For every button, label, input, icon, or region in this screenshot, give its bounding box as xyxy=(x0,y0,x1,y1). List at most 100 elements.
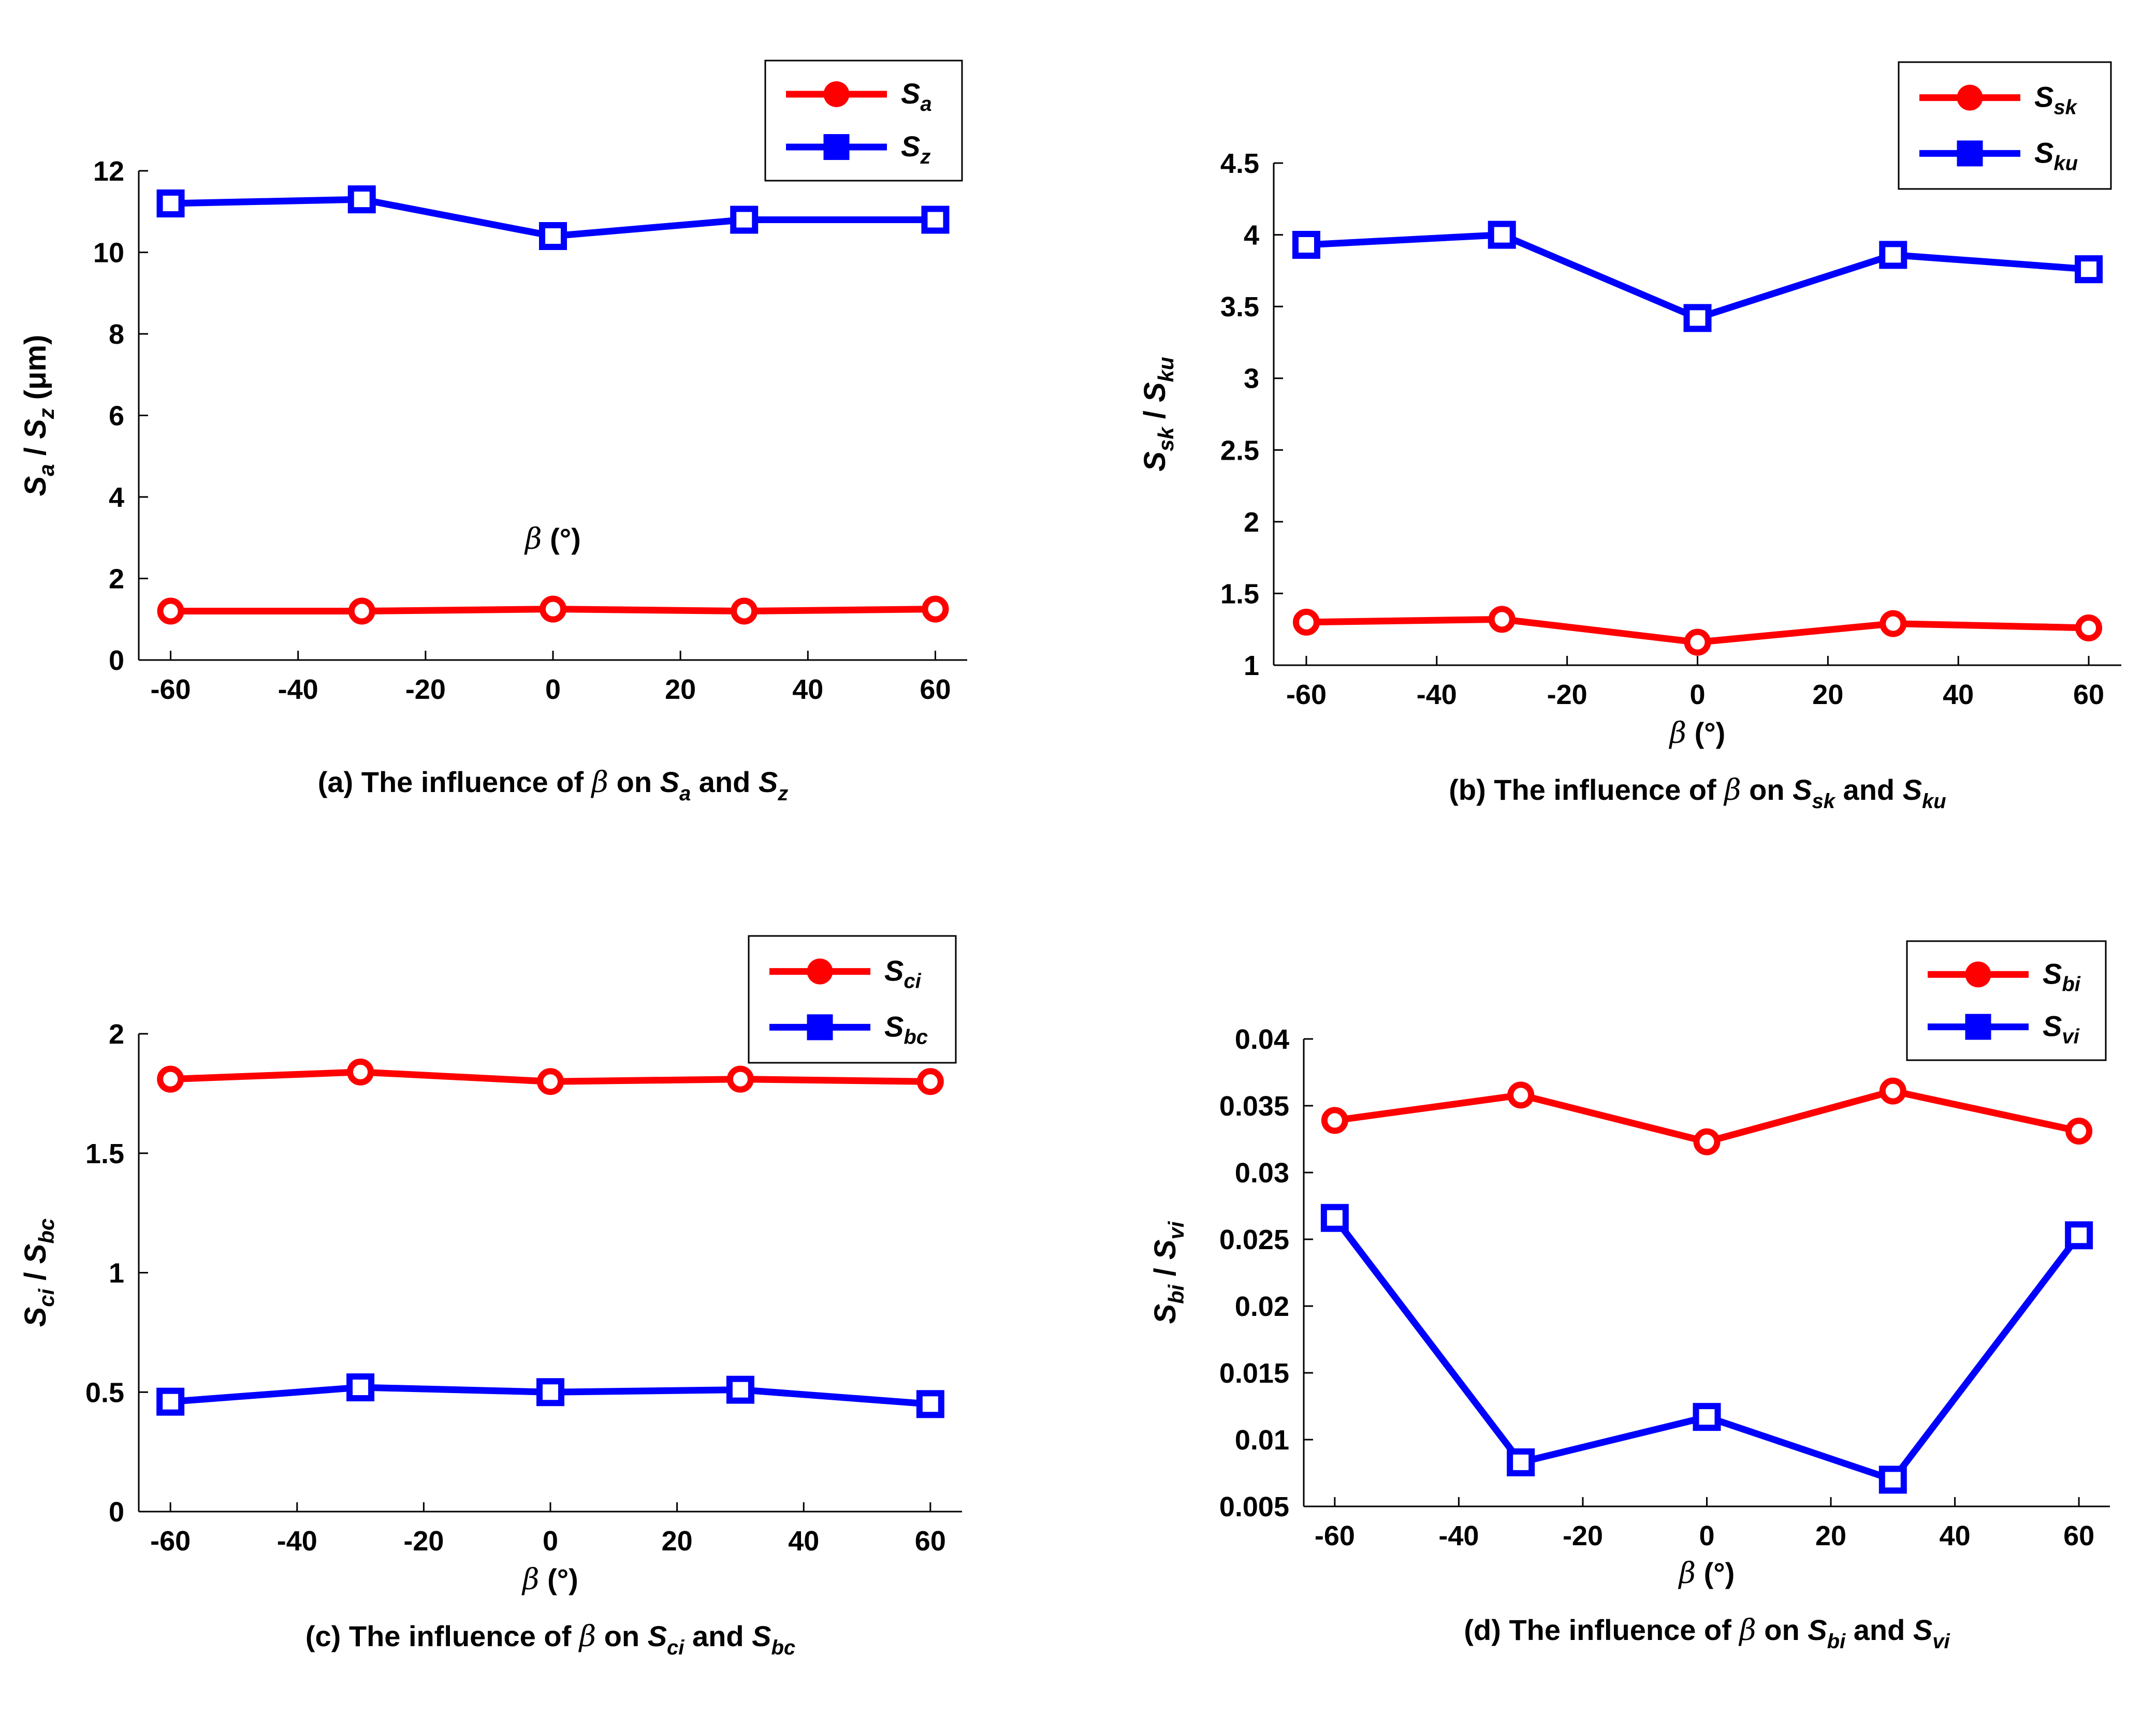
chart-a-y-tick-label: 10 xyxy=(93,238,124,269)
legend-subscript: sk xyxy=(2053,96,2077,119)
legend-marker-z xyxy=(823,134,850,160)
legend-symbol: S xyxy=(884,955,904,987)
chart-d-series-vi-point xyxy=(1320,1204,1349,1232)
y-label-subscript: bi xyxy=(1164,1284,1188,1304)
y-label-subscript: bc xyxy=(34,1219,59,1244)
y-label-symbol: S xyxy=(19,419,52,439)
legend-subscript: bc xyxy=(904,1026,928,1048)
y-label-symbol: S xyxy=(1148,1239,1182,1259)
chart-c-x-tick-label: 60 xyxy=(915,1526,946,1557)
legend-marker-a xyxy=(823,81,850,107)
legend-marker-sk xyxy=(1957,84,1983,111)
chart-c-x-tick-label: 20 xyxy=(662,1526,693,1557)
y-label-symbol: S xyxy=(19,1243,52,1264)
chart-a-y-tick-label: 12 xyxy=(93,156,124,187)
x-axis-unit: (°) xyxy=(1704,1557,1735,1589)
caption-beta: β xyxy=(578,1620,596,1653)
caption-on: on xyxy=(596,1620,648,1652)
chart-d-series-vi-point xyxy=(2065,1221,2093,1250)
chart-a-caption: (a) The influence of β on Sa and Sz xyxy=(318,766,788,805)
chart-a-series-a-point xyxy=(348,597,375,625)
y-label-symbol: S xyxy=(1138,451,1172,472)
chart-d-series-bi-point xyxy=(1507,1081,1535,1109)
chart-b-series-sk-point xyxy=(1684,628,1711,656)
legend-symbol: S xyxy=(884,1010,904,1043)
caption-symbol: S xyxy=(752,1620,771,1652)
chart-c-series-bc-point xyxy=(156,1387,185,1416)
legend-subscript: bi xyxy=(2062,973,2080,995)
chart-c-y-tick-label: 1.5 xyxy=(85,1138,124,1169)
legend-subscript: ku xyxy=(2053,152,2078,174)
y-label-separator: / xyxy=(19,1264,52,1288)
beta-symbol: β xyxy=(524,522,542,556)
chart-b-series-ku-point xyxy=(1683,304,1712,332)
legend-box xyxy=(1898,61,2112,190)
chart-d-caption: (d) The influence of β on Sbi and Svi xyxy=(1464,1614,1950,1653)
chart-b-y-axis-label: Ssk / Sku xyxy=(1138,357,1178,471)
beta-symbol: β xyxy=(521,1563,539,1596)
caption-symbol: S xyxy=(648,1620,667,1652)
chart-a-x-axis-label: β (°) xyxy=(524,522,581,556)
chart-d-y-tick-label: 0.04 xyxy=(1235,1024,1289,1055)
chart-b-x-tick-label: -60 xyxy=(1286,679,1327,710)
chart-d-x-tick-label: -60 xyxy=(1315,1520,1355,1551)
legend-symbol: S xyxy=(901,130,920,163)
legend-symbol: S xyxy=(2034,136,2053,169)
y-label-unit: (μm) xyxy=(19,335,52,408)
legend-label-z: Sz xyxy=(901,130,930,168)
chart-b-y-tick-label: 2.5 xyxy=(1220,435,1259,466)
caption-prefix: (a) The influence of xyxy=(318,766,592,798)
legend-subscript: a xyxy=(920,93,931,115)
chart-c-y-tick-label: 1 xyxy=(109,1258,124,1289)
chart-b-y-tick-label: 3 xyxy=(1244,363,1259,394)
caption-subscript: a xyxy=(679,782,691,805)
caption-on: on xyxy=(1741,773,1793,806)
chart-d-series-vi-line xyxy=(1332,1215,2082,1483)
chart-b-series-ku-point xyxy=(1292,230,1320,259)
caption-subscript: vi xyxy=(1932,1630,1950,1653)
caption-prefix: (d) The influence of xyxy=(1464,1614,1739,1646)
chart-d-series-bi-point xyxy=(1321,1107,1348,1134)
beta-symbol: β xyxy=(1678,1557,1696,1590)
y-label-subscript: vi xyxy=(1164,1221,1188,1239)
legend-subscript: z xyxy=(920,145,930,168)
caption-prefix: (b) The influence of xyxy=(1449,773,1724,806)
caption-beta: β xyxy=(1723,773,1741,807)
chart-c-caption: (c) The influence of β on Sci and Sbc xyxy=(305,1620,795,1659)
caption-and: and xyxy=(684,1620,752,1652)
y-label-symbol: S xyxy=(19,1307,52,1327)
y-label-symbol: S xyxy=(1138,382,1172,402)
chart-d-x-tick-label: 20 xyxy=(1815,1520,1846,1551)
legend-marker-bi xyxy=(1965,961,1991,988)
chart-b-x-tick-label: -40 xyxy=(1417,679,1457,710)
chart-a-series-a-point xyxy=(540,595,566,623)
y-label-subscript: a xyxy=(34,464,59,476)
caption-on: on xyxy=(608,766,660,798)
chart-b-series-sk-point xyxy=(1488,606,1516,633)
legend-symbol: S xyxy=(2043,957,2062,990)
legend-label-vi: Svi xyxy=(2043,1010,2080,1048)
caption-subscript: sk xyxy=(1812,790,1836,813)
chart-a-y-tick-label: 6 xyxy=(109,401,124,432)
legend-marker-vi xyxy=(1965,1014,1991,1040)
chart-b-x-tick-label: -20 xyxy=(1547,679,1587,710)
chart-d-x-axis-label: β (°) xyxy=(1678,1557,1735,1590)
chart-b-series-ku-point xyxy=(1488,221,1516,249)
chart-a-x-tick-label: -20 xyxy=(405,674,446,705)
chart-d-x-tick-label: -20 xyxy=(1563,1520,1603,1551)
caption-subscript: ci xyxy=(667,1636,684,1659)
legend-symbol: S xyxy=(2034,81,2053,113)
chart-b-x-tick-label: 0 xyxy=(1689,679,1705,710)
chart-d-y-tick-label: 0.035 xyxy=(1219,1091,1289,1122)
chart-d-series-bi-point xyxy=(1879,1077,1906,1105)
chart-a-x-tick-label: 40 xyxy=(792,674,823,705)
x-axis-unit: (°) xyxy=(1695,716,1726,749)
chart-b: -60 -40 -20 0 20 40 60 1 1.5 2 2.5 3 3.5 4 4.5 β (°) Ssk… xyxy=(1138,61,2121,813)
chart-a-y-axis-label: Sa / Sz (μm) xyxy=(19,335,59,496)
chart-b-series-ku-point xyxy=(1879,241,1907,269)
chart-a-series-z-point xyxy=(921,206,950,234)
chart-c-series-bc-point xyxy=(916,1390,944,1418)
